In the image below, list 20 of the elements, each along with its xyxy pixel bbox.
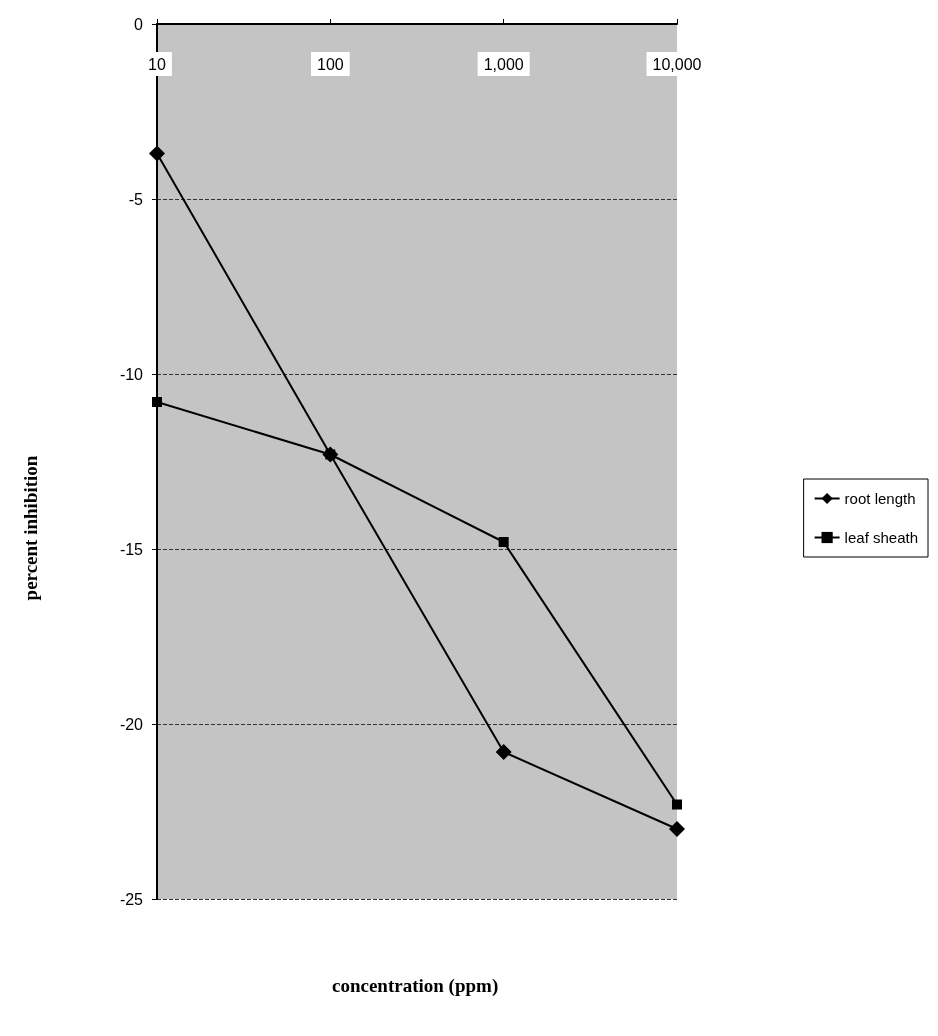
x-axis-title: concentration (ppm) bbox=[332, 975, 499, 997]
y-tick-label: -25 bbox=[119, 890, 144, 908]
y-axis-title: percent inhibition bbox=[19, 455, 41, 601]
x-tick-label: 1,000 bbox=[483, 55, 524, 73]
point bbox=[149, 145, 165, 162]
y-tick-label: 0 bbox=[134, 15, 144, 33]
x-tick-label: 10 bbox=[148, 55, 166, 73]
legend-label: leaf sheath bbox=[844, 529, 918, 546]
point bbox=[152, 397, 162, 407]
x-tick-label: 10,000 bbox=[652, 55, 702, 73]
y-tick-label: -20 bbox=[119, 715, 144, 733]
point bbox=[495, 744, 512, 760]
y-tick-label: -15 bbox=[119, 540, 144, 558]
legend-label: root length bbox=[844, 490, 916, 507]
point bbox=[498, 537, 509, 547]
x-tick-label: 100 bbox=[316, 55, 344, 73]
point bbox=[672, 799, 682, 810]
y-tick-label: -10 bbox=[119, 365, 144, 383]
y-tick-label: -5 bbox=[128, 190, 144, 208]
point bbox=[669, 821, 685, 837]
